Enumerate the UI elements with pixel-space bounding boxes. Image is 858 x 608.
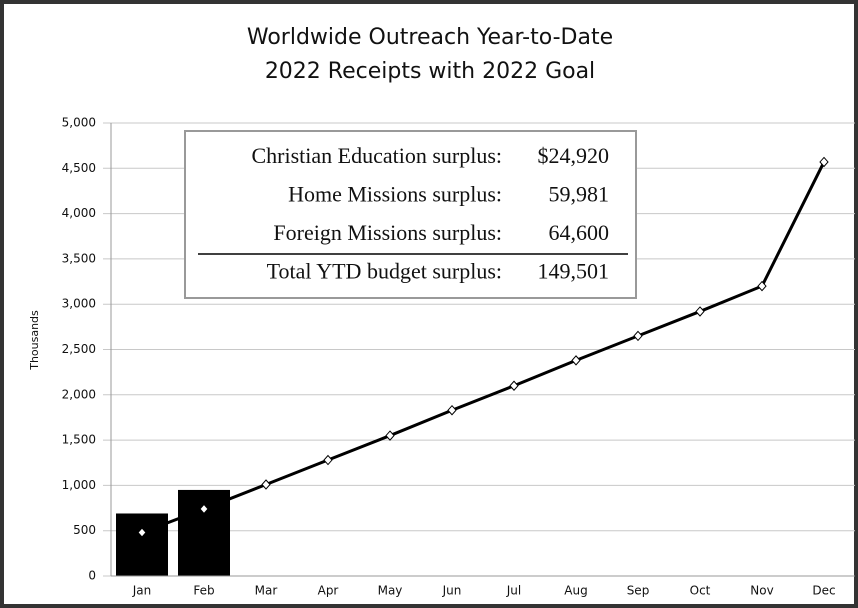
marker xyxy=(571,355,581,366)
table-label: Foreign Missions surplus: xyxy=(273,220,502,245)
y-tick-label: 1,000 xyxy=(62,478,96,492)
y-tick-label: 5,000 xyxy=(62,116,96,130)
x-tick-label: Sep xyxy=(627,584,650,598)
marker xyxy=(385,430,395,441)
goal-line xyxy=(141,161,826,534)
marker xyxy=(261,479,271,490)
y-tick-label: 4,500 xyxy=(62,161,96,175)
marker xyxy=(447,404,457,416)
y-axis-label: Thousands xyxy=(28,310,41,371)
marker xyxy=(633,330,643,342)
marker xyxy=(757,280,767,292)
y-tick-label: 2,500 xyxy=(62,342,96,356)
chart-title: Worldwide Outreach Year-to-Date xyxy=(247,25,613,50)
y-tick-label: 500 xyxy=(73,523,96,537)
marker xyxy=(509,380,519,391)
table-value: 64,600 xyxy=(549,220,610,245)
x-tick-label: Feb xyxy=(193,584,214,598)
y-tick-label: 4,000 xyxy=(62,206,96,220)
x-tick-label: Nov xyxy=(750,584,773,598)
marker xyxy=(199,503,209,515)
table-label: Home Missions surplus: xyxy=(288,182,502,207)
bar xyxy=(116,513,168,576)
x-tick-label: Jun xyxy=(442,584,462,598)
y-tick-label: 2,000 xyxy=(62,387,96,401)
marker xyxy=(137,527,147,538)
x-tick-label: Mar xyxy=(255,584,278,598)
y-tick-label: 1,500 xyxy=(62,433,96,447)
x-tick-label: May xyxy=(378,584,403,598)
x-tick-label: Apr xyxy=(318,584,339,598)
x-tick-label: Jan xyxy=(132,584,152,598)
y-tick-label: 0 xyxy=(88,569,96,583)
x-tick-label: Dec xyxy=(812,584,835,598)
marker xyxy=(323,454,333,466)
table-value: 59,981 xyxy=(549,182,610,207)
marker xyxy=(819,156,829,168)
table-value: 149,501 xyxy=(538,259,610,284)
chart-subtitle: 2022 Receipts with 2022 Goal xyxy=(265,59,595,84)
table-label: Christian Education surplus: xyxy=(251,143,502,168)
y-tick-label: 3,000 xyxy=(62,297,96,311)
table-label: Total YTD budget surplus: xyxy=(267,259,502,284)
x-tick-label: Oct xyxy=(690,584,711,598)
annotation-box xyxy=(184,130,637,299)
marker xyxy=(695,306,705,317)
table-value: $24,920 xyxy=(538,143,610,168)
x-tick-label: Jul xyxy=(506,584,521,598)
x-tick-label: Aug xyxy=(564,584,587,598)
y-tick-label: 3,500 xyxy=(62,251,96,265)
